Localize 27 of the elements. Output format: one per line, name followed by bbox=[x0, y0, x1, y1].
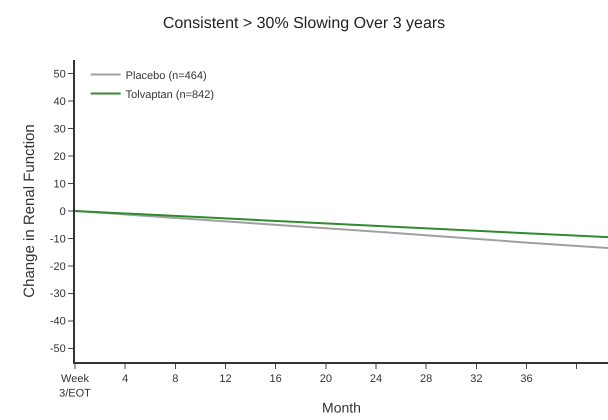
y-tick-label: -20 bbox=[50, 260, 66, 273]
y-tick-label: -40 bbox=[50, 316, 66, 328]
x-tick-label: 24 bbox=[370, 373, 382, 386]
chart-title: Consistent > 30% Slowing Over 3 years bbox=[162, 15, 446, 32]
line-series bbox=[75, 210, 608, 238]
y-tick-label: 30 bbox=[54, 123, 66, 136]
x-tick-label: 12 bbox=[219, 373, 232, 386]
y-axis-title: Change in Renal Function bbox=[21, 124, 38, 298]
x-tick-label: Week 3/EOT bbox=[59, 373, 92, 400]
y-tick-label: -10 bbox=[50, 233, 66, 246]
y-tick-label: 10 bbox=[54, 178, 66, 190]
x-tick-label: 16 bbox=[270, 373, 282, 386]
y-tick-label: 0 bbox=[60, 206, 66, 218]
y-tick-label: -50 bbox=[50, 343, 66, 356]
x-tick-label: 28 bbox=[420, 373, 432, 386]
y-tick-label: 40 bbox=[54, 96, 66, 108]
legend-label: Tolvaptan (n=842) bbox=[126, 88, 214, 101]
legend-label: Placebo (n=464) bbox=[126, 70, 207, 82]
x-axis-title: Month bbox=[322, 399, 361, 416]
y-tick-label: 50 bbox=[54, 68, 66, 81]
x-tick-label: 4 bbox=[122, 373, 128, 386]
x-tick-label: 20 bbox=[320, 373, 332, 386]
y-tick-label: -30 bbox=[50, 288, 66, 300]
y-tick-label: 20 bbox=[54, 150, 66, 163]
x-tick-label: 8 bbox=[172, 373, 178, 386]
x-tick-label: 36 bbox=[520, 373, 533, 386]
x-tick-label: 32 bbox=[470, 373, 482, 386]
